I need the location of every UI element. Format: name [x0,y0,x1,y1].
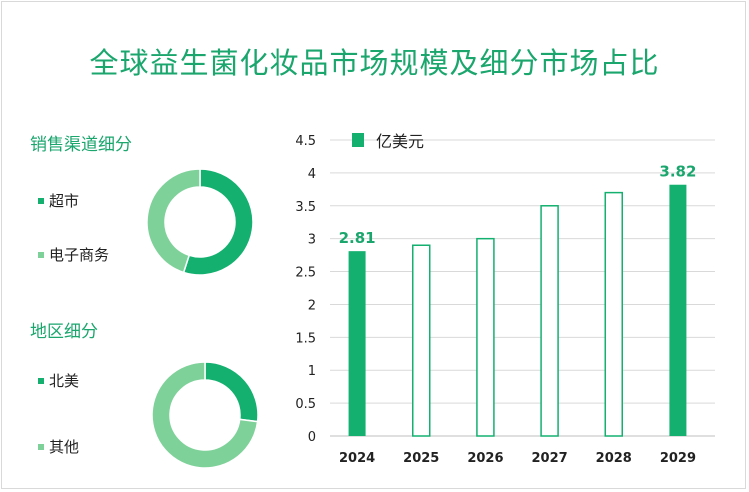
page-title: 全球益生菌化妆品市场规模及细分市场占比 [89,46,660,80]
y-tick-label: 0 [308,430,316,445]
sales-channel-donut [146,168,254,276]
y-tick-label: 4 [308,167,316,182]
y-tick-label: 4.5 [295,134,316,149]
legend-item-north-america: 北美 [38,370,79,391]
bar-2026 [476,237,495,437]
x-tick-label: 2027 [531,451,567,466]
bar-2024 [348,251,366,436]
data-label-2029: 3.82 [659,163,696,181]
legend-label-unit: 亿美元 [376,132,424,151]
sales-channel-title: 销售渠道细分 [30,135,132,155]
y-tick-label: 1 [308,364,316,379]
region-donut [151,361,259,469]
sales-channel-slice-0 [182,168,254,276]
legend-item-others: 其他 [38,436,79,457]
legend-item-supermarket: 超市 [38,190,79,211]
bar-2029 [669,184,687,436]
sales-channel-slice-1 [146,168,201,274]
legend-label: 北美 [49,372,80,390]
bar-2025 [412,244,431,437]
x-tick-label: 2029 [660,451,696,466]
x-tick-label: 2028 [596,451,632,466]
data-label-2024: 2.81 [339,229,376,247]
legend-swatch-bar [352,133,364,147]
legend-item-ecommerce: 电子商务 [38,244,109,265]
legend-label: 其他 [49,438,80,456]
legend-swatch [38,197,44,204]
bar-2027 [540,205,559,437]
y-tick-label: 2.5 [295,266,316,281]
legend-label: 超市 [49,192,80,210]
x-tick-label: 2026 [467,451,503,466]
y-tick-label: 3.5 [295,200,316,215]
bar-2028 [604,191,623,437]
y-tick-label: 0.5 [295,397,316,412]
region-title: 地区细分 [30,322,98,342]
legend-swatch [38,443,44,450]
x-tick-label: 2025 [403,451,439,466]
region-slice-1 [151,361,259,469]
y-tick-label: 1.5 [295,331,316,346]
y-tick-label: 2 [308,298,316,313]
legend-swatch [38,251,44,258]
y-tick-label: 3 [308,233,316,248]
x-tick-label: 2024 [339,451,375,466]
legend-label: 电子商务 [49,246,110,264]
legend-swatch [38,377,44,384]
